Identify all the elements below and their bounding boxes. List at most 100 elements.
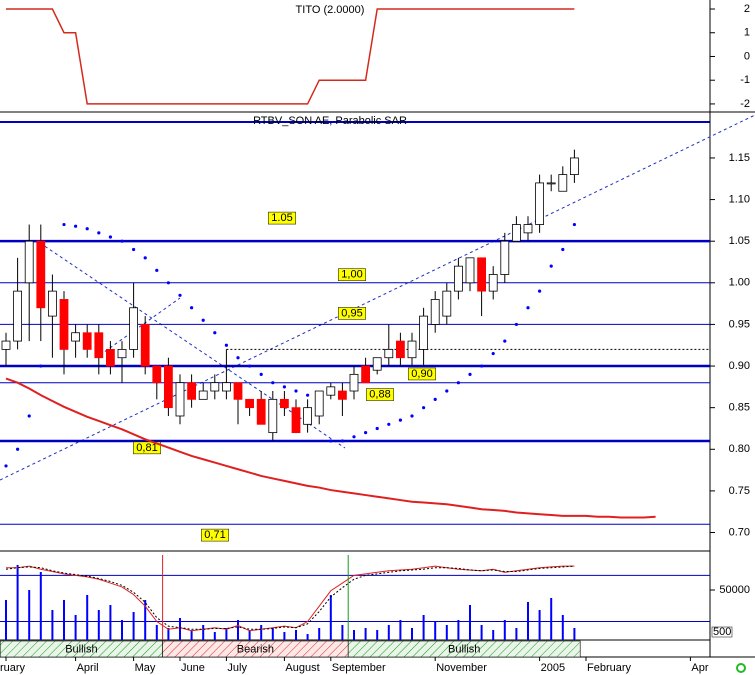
y-tick-label: 50000	[719, 584, 750, 596]
volume-bar	[364, 628, 367, 640]
sar-dot	[514, 322, 519, 327]
signal-label: Bullish	[448, 643, 480, 655]
level-label-box	[408, 367, 436, 381]
candle-body	[1, 340, 11, 350]
candle-body	[175, 382, 185, 417]
x-tick-label: November	[436, 662, 487, 674]
sar-dot	[132, 247, 136, 252]
volume-bar	[341, 625, 344, 640]
sar-dot	[398, 418, 402, 422]
candle-body	[372, 357, 382, 371]
sar-dot	[155, 268, 159, 272]
volume-bar	[411, 628, 413, 640]
candle-body	[140, 324, 150, 367]
volume-bar	[573, 628, 576, 640]
sar-dot	[422, 406, 426, 410]
x-tick-label: ruary	[0, 662, 26, 674]
y-tick-label: 2	[744, 3, 750, 15]
candle-body	[256, 398, 266, 425]
x-tick-label: September	[332, 662, 386, 674]
candle-body	[233, 382, 243, 400]
candle-body	[407, 340, 417, 359]
sar-dot	[224, 343, 228, 347]
sar-dot	[4, 464, 8, 468]
volume-bar	[353, 630, 355, 640]
oscillator-line	[5, 565, 575, 630]
candle-body	[465, 257, 475, 284]
sar-dot	[97, 231, 101, 235]
candle-body	[198, 390, 208, 400]
x-tick-label: June	[181, 662, 205, 674]
candle-body	[24, 240, 34, 284]
sar-dot	[433, 397, 437, 401]
candle-body	[384, 348, 394, 359]
sar-dot	[166, 281, 170, 285]
y-tick-label: -2	[740, 98, 750, 110]
volume-bar	[248, 630, 251, 640]
candle-body	[453, 265, 463, 292]
sar-dot	[468, 372, 472, 376]
level-label-box	[366, 388, 394, 401]
x-tick-label: 2005	[541, 662, 565, 674]
candle-body	[477, 257, 487, 292]
candle-body	[152, 365, 162, 384]
volume-bar	[480, 625, 483, 640]
level-label: 0,90	[411, 368, 432, 380]
level-label: 1.05	[271, 212, 292, 224]
candle-body	[361, 365, 371, 384]
volume-bar	[225, 628, 228, 640]
volume-bar	[295, 630, 297, 640]
panel-title: RTBV_SON AE, Parabolic SAR	[253, 115, 407, 127]
volume-bar	[51, 610, 54, 640]
volume-bar	[306, 634, 309, 640]
level-label-box	[201, 528, 229, 542]
volume-bar	[28, 590, 31, 640]
volume-bar	[63, 600, 65, 640]
volume-bar	[457, 620, 460, 640]
sar-dot	[375, 426, 379, 431]
y-tick-label: 1.15	[729, 152, 750, 164]
volume-bar	[16, 565, 19, 640]
level-label-box	[133, 441, 161, 455]
volume-bar	[132, 612, 135, 640]
x-tick-label: February	[587, 662, 632, 674]
y-tick-label: 1.00	[729, 277, 750, 289]
sar-dot	[178, 293, 182, 297]
candle-body	[106, 348, 115, 367]
clipped-label: 500	[713, 626, 731, 638]
moving-average	[5, 377, 656, 519]
sar-dot	[456, 381, 460, 385]
sar-dot	[16, 447, 20, 451]
trend-line	[99, 297, 181, 356]
candle-body	[303, 407, 313, 425]
panel-title: TITO (2.0000)	[296, 4, 365, 16]
y-tick-label: 0.85	[729, 402, 750, 414]
candle-body	[268, 398, 278, 434]
indicator-line	[6, 8, 575, 105]
candle-body	[82, 332, 92, 350]
candle-body	[558, 174, 568, 192]
candle-body	[279, 398, 289, 409]
candle-body	[430, 299, 440, 325]
volume-bar	[445, 625, 448, 640]
sar-dot	[236, 356, 240, 360]
volume-bar	[167, 628, 170, 640]
candle-body	[71, 332, 80, 342]
sar-dot	[538, 289, 542, 293]
clipped-label-box	[711, 626, 733, 638]
volume-bar	[144, 600, 147, 640]
volume-bar	[39, 572, 42, 640]
y-tick-label: 0.80	[729, 443, 750, 455]
candle-body	[36, 240, 46, 309]
candle-body	[419, 315, 429, 350]
volume-bar	[213, 632, 216, 640]
sar-dot	[329, 439, 333, 443]
candle-body	[129, 307, 139, 350]
volume-bar	[237, 620, 239, 640]
candle-body	[221, 382, 231, 392]
volume-bar	[109, 605, 112, 640]
volume-bar	[561, 615, 564, 640]
volume-bar	[5, 600, 7, 640]
level-label: 0,95	[341, 307, 362, 319]
sar-dot	[62, 222, 66, 227]
